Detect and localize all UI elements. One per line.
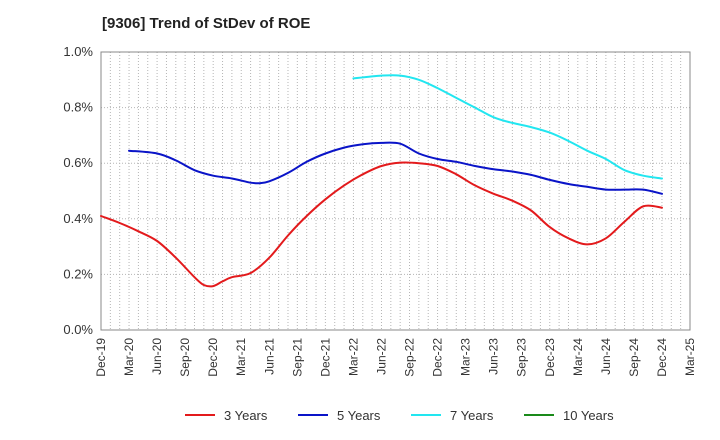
chart-title: [9306] Trend of StDev of ROE <box>102 15 310 32</box>
y-tick-label: 1.0% <box>63 44 93 59</box>
x-tick-label: Mar-22 <box>346 338 360 376</box>
y-tick-label: 0.2% <box>63 266 93 281</box>
x-tick-label: Mar-23 <box>459 338 473 376</box>
x-tick-label: Dec-21 <box>318 338 332 377</box>
plot-frame <box>100 51 691 331</box>
x-tick-label: Jun-23 <box>487 338 501 375</box>
legend-label-10-years: 10 Years <box>563 408 614 423</box>
series-line-7-years <box>352 74 663 180</box>
x-tick-label: Dec-23 <box>543 338 557 377</box>
x-tick-label: Dec-19 <box>94 338 108 377</box>
x-tick-label: Mar-24 <box>571 338 585 376</box>
plot-grid <box>100 51 691 331</box>
x-tick-label: Jun-24 <box>599 338 613 375</box>
x-tick-label: Mar-25 <box>683 338 697 376</box>
x-tick-label: Dec-24 <box>655 338 669 377</box>
x-tick-label: Jun-20 <box>150 338 164 375</box>
x-tick-label: Sep-20 <box>178 338 192 377</box>
series-layer <box>100 74 663 288</box>
x-tick-label: Jun-22 <box>374 338 388 375</box>
legend-label-3-years: 3 Years <box>224 408 268 423</box>
legend: 3 Years 5 Years 7 Years 10 Years <box>185 408 614 423</box>
x-tick-label: Dec-20 <box>206 338 220 377</box>
x-tick-label: Jun-21 <box>262 338 276 375</box>
x-tick-label: Sep-22 <box>403 338 417 377</box>
series-line-5-years <box>128 141 663 195</box>
y-axis-ticks: 0.0% 0.2% 0.4% 0.6% 0.8% 1.0% <box>63 44 93 337</box>
legend-label-7-years: 7 Years <box>450 408 494 423</box>
x-tick-label: Sep-23 <box>515 338 529 377</box>
x-tick-label: Dec-22 <box>431 338 445 377</box>
y-tick-label: 0.8% <box>63 100 93 115</box>
x-tick-label: Mar-20 <box>122 338 136 376</box>
x-tick-label: Sep-21 <box>290 338 304 377</box>
legend-label-5-years: 5 Years <box>337 408 381 423</box>
x-axis-ticks: Dec-19 Mar-20 Jun-20 Sep-20 Dec-20 Mar-21 Jun-… <box>94 338 697 377</box>
x-tick-label: Mar-21 <box>234 338 248 376</box>
y-tick-label: 0.6% <box>63 155 93 170</box>
y-tick-label: 0.0% <box>63 322 93 337</box>
x-tick-label: Sep-24 <box>627 338 641 377</box>
series-line-3-years <box>100 161 663 288</box>
y-tick-label: 0.4% <box>63 211 93 226</box>
